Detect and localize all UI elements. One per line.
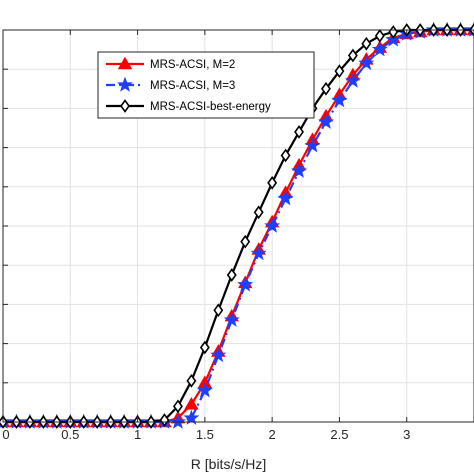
data-point (223, 311, 240, 327)
data-point (277, 190, 294, 206)
data-point (318, 113, 334, 129)
x-tick-label: 0.5 (61, 427, 79, 442)
data-point (371, 41, 388, 57)
x-axis-label: R [bits/s/Hz] (191, 456, 266, 472)
x-tick-label: 2.5 (330, 427, 348, 442)
data-point (199, 340, 210, 355)
data-point (237, 276, 254, 292)
x-tick-label: 0 (2, 427, 9, 442)
data-point (172, 399, 183, 414)
data-point (226, 268, 237, 282)
legend-item-3: MRS-ACSI-best-energy (106, 99, 271, 113)
legend: MRS-ACSI, M=2 MRS-ACSI, M=3 MRS-ACSI-best-… (97, 51, 315, 119)
data-point (186, 373, 197, 388)
legend-label: MRS-ACSI, M=2 (150, 59, 235, 71)
data-point (253, 205, 264, 220)
data-point (294, 125, 305, 139)
data-point (267, 176, 278, 190)
data-point (304, 137, 321, 153)
legend-item-1: MRS-ACSI, M=2 (106, 56, 235, 71)
data-point (264, 217, 281, 233)
legend-label: MRS-ACSI-best-energy (150, 101, 271, 113)
x-tick-label: 2 (269, 427, 276, 442)
data-point (334, 64, 345, 79)
x-tick-label: 1 (134, 427, 141, 442)
data-point (213, 303, 224, 318)
data-point (183, 409, 200, 425)
legend-label: MRS-ACSI, M=3 (150, 80, 235, 92)
data-point (358, 54, 375, 71)
data-point (250, 245, 267, 261)
data-point (344, 72, 361, 88)
data-point (280, 148, 291, 163)
data-point (347, 48, 358, 63)
data-point (331, 92, 348, 108)
legend-item-2: MRS-ACSI, M=3 (106, 76, 235, 92)
data-point (117, 76, 133, 92)
data-point (240, 234, 251, 249)
data-point (210, 346, 227, 363)
data-point (117, 56, 133, 70)
data-point (374, 29, 385, 43)
data-point (291, 162, 308, 178)
data-point (321, 81, 331, 96)
data-point (169, 413, 186, 429)
tick-labels: 0 0.5 1 1.5 2 2.5 3 (2, 427, 410, 442)
data-point (184, 397, 199, 410)
x-tick-label: 3 (403, 427, 410, 442)
data-point (361, 36, 372, 51)
x-tick-label: 1.5 (196, 427, 214, 442)
data-point (120, 99, 130, 113)
data-point (385, 31, 402, 47)
data-point (159, 413, 170, 427)
data-point (196, 382, 213, 398)
ticks (2, 29, 408, 423)
